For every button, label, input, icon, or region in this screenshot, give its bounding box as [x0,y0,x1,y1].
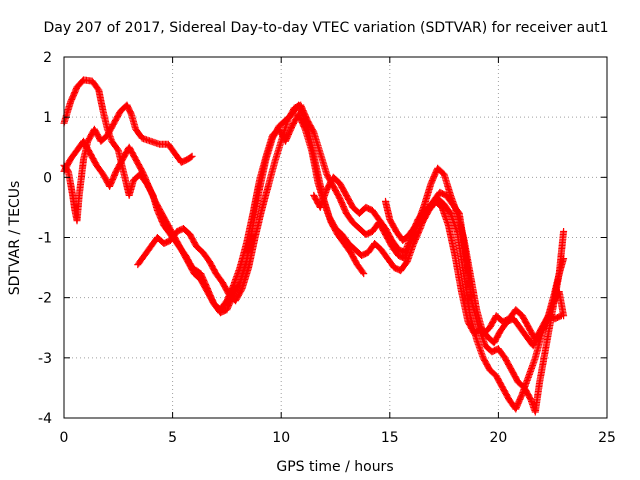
x-tick-label: 0 [60,430,69,446]
x-tick-label: 25 [598,430,616,446]
y-axis-label: SDTVAR / TECUs [7,181,23,296]
series-track-b [60,101,196,225]
y-tick-label: -4 [38,411,52,427]
x-tick-label: 20 [489,430,507,446]
data-point [548,303,556,311]
series-track-f [382,197,568,350]
y-tick-label: 0 [43,170,52,186]
chart-title: Day 207 of 2017, Sidereal Day-to-day VTE… [43,20,608,36]
y-tick-label: 2 [43,50,52,66]
y-tick-label: -2 [38,291,52,307]
y-tick-label: -3 [38,351,52,367]
y-tick-label: -1 [38,231,52,247]
data-point [544,313,552,321]
data-point [529,361,537,369]
data-point [360,270,368,278]
data-point [359,268,367,276]
x-axis-label: GPS time / hours [276,459,393,475]
data-points [60,76,568,416]
data-point [560,312,568,320]
data-point [188,152,196,160]
data-point [560,228,568,235]
x-tick-label: 5 [168,430,177,446]
x-tick-label: 10 [272,430,290,446]
series-track-e [310,173,568,413]
x-tick-label: 15 [381,430,399,446]
data-point [560,255,568,263]
axis-ticks: 0 5 10 15 20 25 -4 -3 -2 -1 0 1 2 [38,50,616,446]
data-point [523,378,531,386]
series-track-c [60,110,368,314]
data-point [525,372,533,380]
plot-frame [63,56,608,419]
y-tick-label: 1 [43,110,52,126]
series-track-d [134,101,565,344]
data-point [519,388,527,396]
data-point [187,153,195,161]
grid [64,57,607,418]
